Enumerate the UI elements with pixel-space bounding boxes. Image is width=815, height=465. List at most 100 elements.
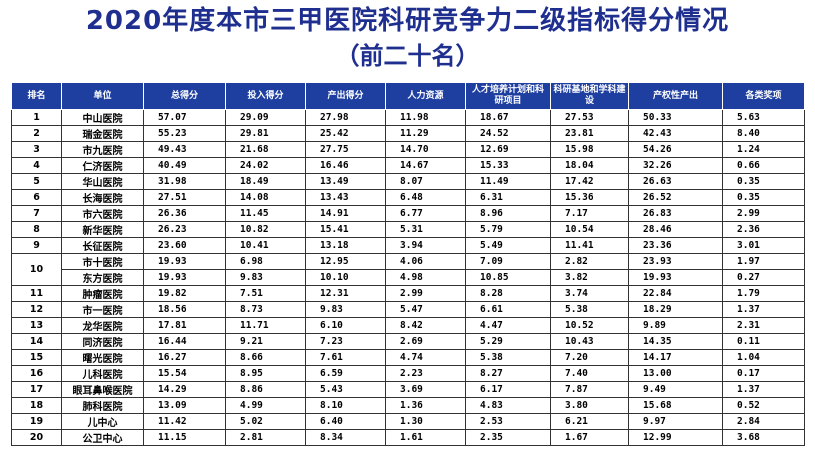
score-cell: 1.79 [722, 285, 805, 302]
score-cell: 5.31 [385, 221, 466, 238]
score-cell: 27.51 [143, 189, 226, 206]
table-row: 8 新华医院 26.23 10.82 15.41 5.31 5.79 10.54 28.46 2.… [11, 221, 805, 238]
score-cell: 29.09 [225, 109, 306, 126]
score-cell: 14.08 [225, 189, 306, 206]
score-cell: 11.98 [385, 109, 466, 126]
score-cell: 15.68 [628, 397, 723, 414]
table-header-row: 排名 单位 总得分 投入得分 产出得分 人力资源 人才培养计划和科研项目 科研基地和学科建设产… [11, 82, 805, 110]
score-cell: 7.87 [550, 381, 629, 398]
score-cell: 7.61 [305, 349, 386, 366]
score-cell: 16.46 [305, 157, 386, 174]
score-cell: 2.53 [465, 413, 551, 430]
score-cell: 3.80 [550, 397, 629, 414]
score-cell: 1.67 [550, 429, 629, 446]
score-cell: 12.69 [465, 141, 551, 158]
rank-cell: 3 [11, 141, 62, 158]
table-row: 2 瑞金医院 55.23 29.81 25.42 11.29 24.52 23.81 42.43… [11, 125, 805, 142]
score-cell: 8.34 [305, 429, 386, 446]
score-cell: 8.28 [465, 285, 551, 302]
score-cell: 6.77 [385, 205, 466, 222]
score-cell: 3.68 [722, 429, 805, 446]
rank-cell: 16 [11, 365, 62, 382]
rank-cell: 15 [11, 349, 62, 366]
score-cell: 42.43 [628, 125, 723, 142]
table-row: 17 眼耳鼻喉医院 14.29 8.86 5.43 3.69 6.17 7.87 9.49 1.3… [11, 381, 805, 398]
score-cell: 27.98 [305, 109, 386, 126]
unit-cell: 东方医院 [61, 269, 144, 286]
unit-cell: 长征医院 [61, 237, 144, 254]
rank-cell: 11 [11, 285, 62, 302]
score-cell: 1.36 [385, 397, 466, 414]
score-cell: 9.89 [628, 317, 723, 334]
unit-cell: 肺科医院 [61, 397, 144, 414]
score-cell: 10.54 [550, 221, 629, 238]
score-cell: 17.42 [550, 173, 629, 190]
rank-cell: 8 [11, 221, 62, 238]
score-cell: 11.49 [465, 173, 551, 190]
score-cell: 15.98 [550, 141, 629, 158]
score-cell: 1.30 [385, 413, 466, 430]
table-row: 20 公卫中心 11.15 2.81 8.34 1.61 2.35 1.67 12.99 3.68 [11, 429, 805, 446]
score-cell: 9.97 [628, 413, 723, 430]
score-cell: 19.93 [143, 269, 226, 286]
rank-cell: 17 [11, 381, 62, 398]
score-cell: 13.18 [305, 237, 386, 254]
score-cell: 10.43 [550, 333, 629, 350]
rank-cell: 19 [11, 413, 62, 430]
score-cell: 28.46 [628, 221, 723, 238]
score-cell: 14.29 [143, 381, 226, 398]
unit-cell: 长海医院 [61, 189, 144, 206]
score-cell: 57.07 [143, 109, 226, 126]
ranking-table: 排名 单位 总得分 投入得分 产出得分 人力资源 人才培养计划和科研项目 科研基地和学科建设产… [11, 82, 805, 446]
score-cell: 18.49 [225, 173, 306, 190]
score-cell: 8.86 [225, 381, 306, 398]
score-cell: 32.26 [628, 157, 723, 174]
score-cell: 5.79 [465, 221, 551, 238]
score-cell: 31.98 [143, 173, 226, 190]
unit-cell: 新华医院 [61, 221, 144, 238]
rank-cell: 2 [11, 125, 62, 142]
unit-cell: 瑞金医院 [61, 125, 144, 142]
score-cell: 8.07 [385, 173, 466, 190]
score-cell: 19.93 [143, 253, 226, 270]
rank-cell: 12 [11, 301, 62, 318]
rank-cell: 13 [11, 317, 62, 334]
score-cell: 7.09 [465, 253, 551, 270]
score-cell: 4.99 [225, 397, 306, 414]
table-row: 1 中山医院 57.07 29.09 27.98 11.98 18.67 27.53 50.33… [11, 109, 805, 126]
unit-cell: 龙华医院 [61, 317, 144, 334]
column-header: 产出得分 [305, 82, 386, 110]
score-cell: 6.21 [550, 413, 629, 430]
rank-cell: 4 [11, 157, 62, 174]
score-cell: 29.81 [225, 125, 306, 142]
score-cell: 2.35 [465, 429, 551, 446]
score-cell: 1.37 [722, 301, 805, 318]
score-cell: 6.98 [225, 253, 306, 270]
score-cell: 7.51 [225, 285, 306, 302]
score-cell: 13.00 [628, 365, 723, 382]
score-cell: 15.36 [550, 189, 629, 206]
table-row: 18 肺科医院 13.09 4.99 8.10 1.36 4.83 3.80 15.68 0.52 [11, 397, 805, 414]
score-cell: 24.02 [225, 157, 306, 174]
score-cell: 4.06 [385, 253, 466, 270]
score-cell: 4.74 [385, 349, 466, 366]
score-cell: 3.74 [550, 285, 629, 302]
score-cell: 0.35 [722, 189, 805, 206]
score-cell: 26.63 [628, 173, 723, 190]
rank-cell: 5 [11, 173, 62, 190]
table-row: 3 市九医院 49.43 21.68 27.75 14.70 12.69 15.98 54.26… [11, 141, 805, 158]
score-cell: 18.29 [628, 301, 723, 318]
score-cell: 54.26 [628, 141, 723, 158]
score-cell: 2.36 [722, 221, 805, 238]
score-cell: 13.09 [143, 397, 226, 414]
score-cell: 6.31 [465, 189, 551, 206]
score-cell: 2.99 [722, 205, 805, 222]
score-cell: 6.10 [305, 317, 386, 334]
column-header: 总得分 [143, 82, 226, 110]
score-cell: 14.17 [628, 349, 723, 366]
score-cell: 8.10 [305, 397, 386, 414]
score-cell: 1.61 [385, 429, 466, 446]
unit-cell: 市六医院 [61, 205, 144, 222]
score-cell: 25.42 [305, 125, 386, 142]
score-cell: 4.98 [385, 269, 466, 286]
